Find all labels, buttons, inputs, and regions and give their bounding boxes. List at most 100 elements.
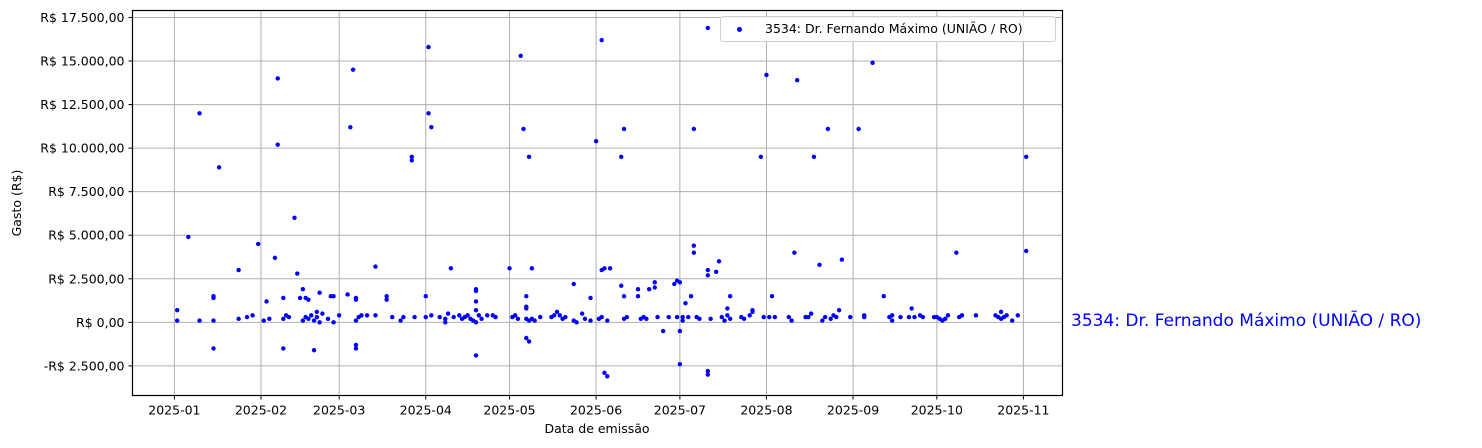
data-point bbox=[309, 313, 314, 318]
data-point bbox=[747, 313, 752, 318]
y-tick-label: R$ 12.500,00 bbox=[40, 97, 124, 112]
data-point bbox=[1015, 313, 1021, 318]
data-point bbox=[646, 287, 652, 292]
data-point bbox=[680, 314, 685, 320]
data-point bbox=[680, 318, 685, 323]
data-point bbox=[599, 37, 604, 43]
data-point bbox=[635, 294, 641, 299]
data-point bbox=[920, 314, 926, 320]
data-point bbox=[1023, 248, 1029, 254]
data-point bbox=[350, 67, 356, 72]
data-point bbox=[236, 267, 241, 273]
data-point bbox=[359, 313, 364, 318]
data-point bbox=[423, 294, 428, 299]
data-point bbox=[244, 314, 250, 320]
data-point bbox=[311, 318, 317, 323]
data-point bbox=[426, 111, 431, 116]
data-point bbox=[602, 370, 607, 376]
data-point bbox=[353, 346, 359, 351]
data-point bbox=[429, 125, 434, 130]
data-point bbox=[286, 314, 292, 320]
data-point bbox=[697, 316, 702, 322]
y-axis-label: Gasto (R$) bbox=[9, 170, 24, 237]
data-point bbox=[331, 320, 336, 325]
data-point bbox=[705, 267, 711, 273]
x-tick-label: 2025-04 bbox=[400, 403, 452, 418]
data-point bbox=[945, 313, 951, 318]
y-tick-label: R$ 15.000,00 bbox=[40, 54, 124, 69]
data-point bbox=[493, 314, 498, 320]
data-point bbox=[761, 314, 766, 320]
data-point bbox=[811, 154, 817, 160]
data-point bbox=[473, 299, 479, 304]
data-point bbox=[364, 313, 370, 318]
data-point bbox=[557, 313, 562, 318]
series-side-label: 3534: Dr. Fernando Máximo (UNIÃO / RO) bbox=[1071, 311, 1422, 331]
data-point bbox=[836, 307, 842, 313]
data-point bbox=[705, 273, 711, 278]
data-point bbox=[677, 361, 683, 367]
data-point bbox=[806, 314, 811, 320]
data-point bbox=[588, 295, 593, 301]
data-point bbox=[619, 154, 624, 160]
data-point bbox=[686, 314, 691, 320]
data-point bbox=[644, 316, 649, 322]
data-point bbox=[211, 295, 216, 301]
data-point bbox=[563, 314, 568, 320]
data-point bbox=[281, 346, 286, 351]
data-point bbox=[484, 313, 490, 318]
data-point bbox=[473, 288, 479, 294]
data-point bbox=[320, 311, 325, 316]
data-point bbox=[574, 320, 579, 325]
data-point bbox=[512, 313, 518, 318]
data-point bbox=[331, 294, 336, 299]
data-point bbox=[677, 328, 683, 334]
data-point bbox=[794, 77, 800, 83]
data-point bbox=[750, 309, 755, 315]
data-point bbox=[445, 311, 451, 316]
data-point bbox=[211, 318, 216, 323]
y-tick-label: R$ 17.500,00 bbox=[40, 10, 124, 25]
data-point bbox=[621, 294, 627, 299]
data-point bbox=[605, 374, 610, 379]
data-point bbox=[443, 316, 448, 322]
x-tick-label: 2025-10 bbox=[911, 403, 963, 418]
data-point bbox=[292, 215, 297, 221]
data-point bbox=[216, 165, 222, 170]
data-point bbox=[521, 126, 526, 132]
x-axis-ticks: 2025-01 2025-02 2025-03 2025-04 2025-05 2025-… bbox=[148, 395, 1050, 418]
data-point bbox=[353, 318, 359, 323]
data-point bbox=[817, 262, 822, 268]
data-point bbox=[909, 306, 914, 311]
data-point bbox=[674, 314, 680, 320]
data-point bbox=[409, 158, 414, 163]
data-point bbox=[789, 318, 794, 323]
data-point bbox=[713, 269, 719, 275]
data-point bbox=[593, 138, 599, 144]
data-point bbox=[579, 311, 585, 316]
data-point bbox=[197, 318, 202, 323]
data-point bbox=[306, 297, 311, 302]
data-point bbox=[719, 314, 724, 320]
data-point bbox=[705, 368, 711, 374]
data-point bbox=[619, 283, 624, 288]
data-point bbox=[848, 314, 853, 320]
data-point bbox=[943, 316, 948, 322]
data-point bbox=[295, 271, 300, 276]
legend: 3534: Dr. Fernando Máximo (UNIÃO / RO) bbox=[720, 16, 1056, 42]
data-point bbox=[261, 318, 266, 323]
data-point bbox=[174, 318, 180, 323]
data-point bbox=[683, 300, 688, 306]
data-point bbox=[353, 342, 359, 348]
y-tick-label: R$ 7.500,00 bbox=[48, 184, 124, 199]
data-point bbox=[532, 318, 537, 323]
data-point bbox=[691, 126, 697, 132]
data-points bbox=[174, 25, 1029, 379]
data-point bbox=[465, 313, 470, 318]
data-point bbox=[898, 314, 903, 320]
data-point bbox=[384, 294, 389, 299]
y-axis-ticks: -R$ 2.500,00 R$ 0,00 R$ 2.500,00 R$ 5.000,0… bbox=[40, 10, 133, 373]
data-point bbox=[314, 314, 320, 320]
data-point bbox=[373, 264, 378, 269]
data-point bbox=[409, 154, 414, 160]
